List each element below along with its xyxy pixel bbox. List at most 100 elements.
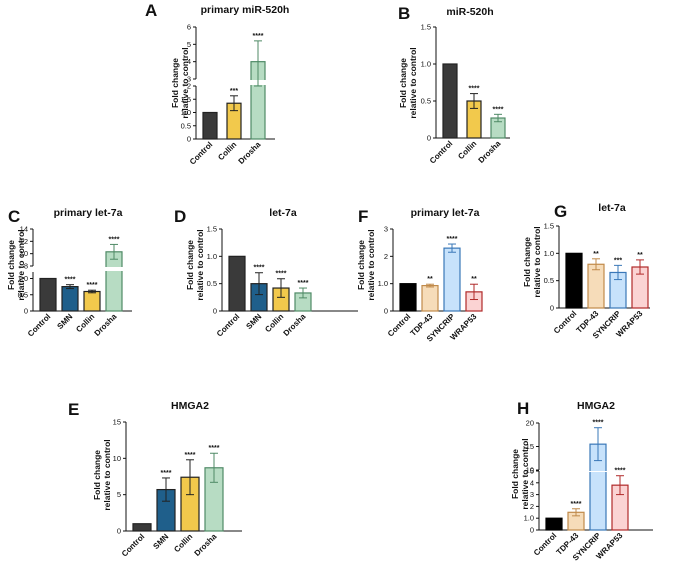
- significance-label: ****: [469, 86, 480, 93]
- significance-label: ****: [161, 470, 172, 477]
- x-tick-label: Control: [386, 312, 412, 338]
- panel-label: A: [145, 1, 157, 20]
- bar-drosha: [105, 251, 123, 312]
- panel-label: C: [8, 207, 20, 226]
- y-tick-label: 4: [530, 478, 534, 487]
- significance-label: ****: [276, 271, 287, 278]
- y-tick-label: 1.5: [544, 222, 554, 231]
- y-tick-label: 1.5: [207, 225, 217, 234]
- significance-label: ****: [185, 452, 196, 459]
- x-tick-label: Control: [428, 139, 454, 165]
- y-tick-label: 15: [526, 442, 534, 451]
- y-tick-label: 12: [20, 237, 28, 246]
- chart-title: primary let-7a: [411, 207, 480, 219]
- y-tick-label: 0: [24, 307, 28, 316]
- y-tick-label: 14: [20, 225, 28, 234]
- x-tick-label: Collin: [456, 139, 478, 161]
- bar-syncrip: [443, 247, 461, 312]
- y-tick-label: 10: [20, 249, 28, 258]
- chart-panel-h: H HMGA2 Fold changerelative to control 0 1.0…: [510, 399, 653, 563]
- significance-label: ****: [571, 501, 582, 508]
- y-tick-label: 1.0: [524, 514, 534, 523]
- y-tick-label: 3: [530, 490, 534, 499]
- significance-label: **: [427, 276, 433, 283]
- y-tick-label: 20: [526, 419, 534, 428]
- bar-control: [545, 517, 563, 531]
- bar-control: [228, 255, 246, 312]
- bar-control: [202, 111, 218, 140]
- chart-title: let-7a: [598, 202, 626, 214]
- chart-panel-e: E HMGA2 Fold changerelative to control 0 5 10…: [68, 400, 242, 559]
- x-tick-label: Control: [215, 312, 241, 338]
- y-tick-label: 10: [526, 466, 534, 475]
- x-tick-label: SMN: [151, 532, 170, 551]
- x-tick-label: Control: [26, 312, 52, 338]
- y-tick-label: 1.0: [544, 249, 554, 258]
- y-axis-label: Fold changerelative to control: [510, 438, 530, 509]
- panel-label: F: [358, 207, 368, 226]
- y-tick-label: 0: [384, 307, 388, 316]
- y-tick-label: 0: [530, 526, 534, 535]
- bar-control: [565, 252, 583, 309]
- panel-label: D: [174, 207, 186, 226]
- y-tick-label: 8: [24, 262, 28, 271]
- bar-control: [442, 63, 458, 139]
- x-tick-label: Collin: [172, 532, 194, 554]
- chart-title: HMGA2: [171, 400, 209, 412]
- significance-label: ****: [254, 265, 265, 272]
- significance-label: ***: [614, 257, 622, 264]
- y-tick-label: 0: [187, 135, 191, 144]
- y-tick-label: 1.5: [421, 23, 431, 32]
- y-tick-label: 0.5: [544, 276, 554, 285]
- x-tick-label: SMN: [244, 312, 263, 331]
- significance-label: ****: [298, 280, 309, 287]
- significance-label: ****: [209, 445, 220, 452]
- significance-label: ***: [230, 88, 238, 95]
- significance-label: ****: [87, 282, 98, 289]
- y-tick-label: 0: [427, 134, 431, 143]
- y-axis-label: Fold changerelative to control: [398, 47, 418, 118]
- x-tick-label: SMN: [55, 312, 74, 331]
- y-tick-label: 0.5: [181, 121, 191, 130]
- y-tick-label: 5: [530, 467, 534, 476]
- bar-collin: [83, 290, 101, 312]
- y-tick-label: 15: [113, 418, 121, 427]
- panel-label: B: [398, 4, 410, 23]
- y-axis-label: Fold changerelative to control: [356, 229, 376, 300]
- chart-title: HMGA2: [577, 400, 615, 412]
- y-tick-label: 1.5: [181, 95, 191, 104]
- y-tick-label: 0: [213, 307, 217, 316]
- y-tick-label: 2: [187, 82, 191, 91]
- y-tick-label: 1.0: [421, 60, 431, 69]
- significance-label: **: [471, 276, 477, 283]
- y-tick-label: 0: [117, 527, 121, 536]
- x-tick-label: Control: [120, 532, 146, 558]
- x-tick-label: Control: [532, 531, 558, 557]
- x-tick-label: Drosha: [93, 312, 119, 338]
- bar-tdp-43: [421, 284, 439, 312]
- significance-label: **: [637, 252, 643, 259]
- significance-label: ****: [615, 468, 626, 475]
- significance-label: ****: [65, 277, 76, 284]
- y-axis-label: Fold changerelative to control: [92, 439, 112, 510]
- y-tick-label: 3: [187, 75, 191, 84]
- y-tick-label: 5: [187, 40, 191, 49]
- y-tick-label: 1.0: [18, 274, 28, 283]
- chart-title: primary miR-520h: [201, 4, 290, 16]
- y-axis-label: Fold changerelative to control: [6, 229, 26, 300]
- bar-control: [399, 283, 417, 312]
- chart-title: primary let-7a: [54, 207, 123, 219]
- y-tick-label: 0.5: [207, 279, 217, 288]
- x-tick-label: Drosha: [193, 532, 219, 558]
- panel-label: G: [554, 202, 567, 221]
- chart-title: let-7a: [269, 207, 297, 219]
- bar-tdp-43: [587, 263, 605, 309]
- y-axis-label: Fold changerelative to control: [522, 226, 542, 297]
- significance-label: ****: [109, 236, 120, 243]
- y-tick-label: 5: [117, 490, 121, 499]
